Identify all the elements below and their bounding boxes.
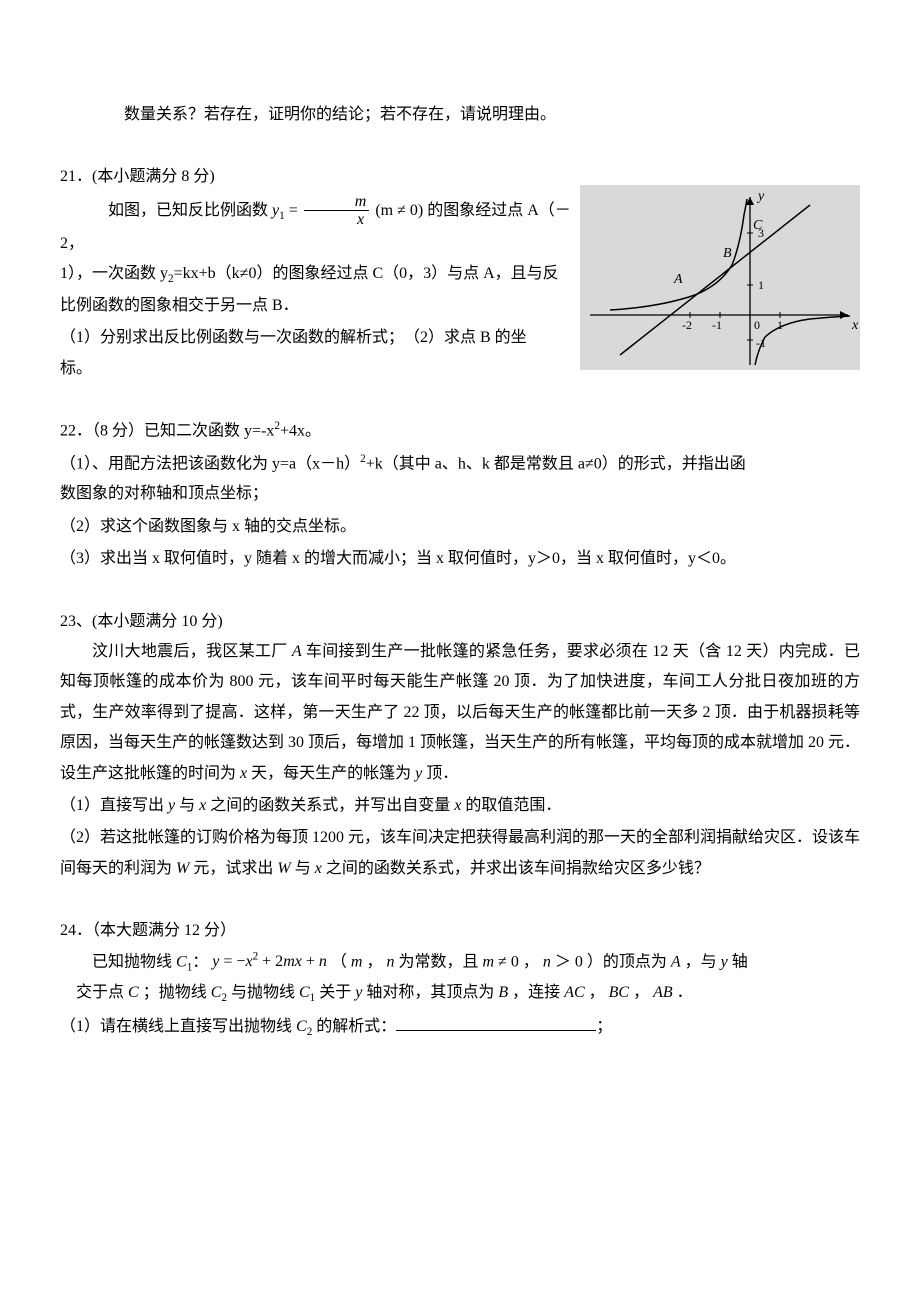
q20-text: 数量关系？若存在，证明你的结论；若不存在，请说明理由。 bbox=[60, 100, 860, 130]
q23-sub2: （2）若这批帐篷的订购价格为每顶 1200 元，该车间决定把获得最高利润的那一天… bbox=[60, 823, 860, 884]
q22-sub2: （2）求这个函数图象与 x 轴的交点坐标。 bbox=[60, 512, 860, 542]
q22-s1a: （1）、用配方法把该函数化为 y=a（x－h） bbox=[60, 455, 360, 472]
q24-sub1: （1）请在横线上直接写出抛物线 C2 的解析式：； bbox=[60, 1012, 860, 1043]
q20-continuation: 数量关系？若存在，证明你的结论；若不存在，请说明理由。 bbox=[60, 100, 860, 130]
q21-body: 如图，已知反比例函数 y1 = mx (m ≠ 0) 的图象经过点 A（－2， bbox=[60, 193, 590, 260]
q24-s1c: ； bbox=[596, 1018, 612, 1035]
coordinate-graph: x y 0 -2 -1 1 1 3 -1 A B C bbox=[580, 185, 860, 370]
y-axis-label: y bbox=[756, 189, 765, 204]
q22-sub3: （3）求出当 x 取何值时，y 随着 x 的增大而减小；当 x 取何值时，y＞0… bbox=[60, 544, 860, 574]
q21-text-a: 如图，已知反比例函数 bbox=[108, 202, 272, 219]
q22-sub1c: 数图象的对称轴和顶点坐标； bbox=[60, 479, 860, 509]
q21-line2: 1），一次函数 y2=kx+b（k≠0）的图象经过点 C（0，3）与点 A，且与… bbox=[60, 259, 590, 290]
q21-sub1: （1）分别求出反比例函数与一次函数的解析式； （2）求点 B 的坐 bbox=[60, 323, 590, 353]
q23: 23、(本小题满分 10 分) 汶川大地震后，我区某工厂 A 车间接到生产一批帐… bbox=[60, 607, 860, 885]
eq-sign: = bbox=[289, 202, 302, 219]
q22-s1b: +k（其中 a、h、k 都是常数且 a≠0）的形式，并指出函 bbox=[366, 455, 746, 472]
fraction-m-x: mx bbox=[304, 193, 370, 229]
ytick-1: 1 bbox=[758, 278, 764, 292]
q23-sub1: （1）直接写出 y 与 x 之间的函数关系式，并写出自变量 x 的取值范围． bbox=[60, 791, 860, 821]
neq-text: (m ≠ 0) bbox=[375, 202, 423, 219]
q21-line3: 比例函数的图象相交于另一点 B． bbox=[60, 291, 590, 321]
q23-p1: 汶川大地震后，我区某工厂 A 车间接到生产一批帐篷的紧急任务，要求必须在 12 … bbox=[60, 637, 860, 789]
frac-den: x bbox=[304, 211, 370, 229]
eq-sup: 2 bbox=[253, 951, 259, 963]
q22-h-b: +4x。 bbox=[280, 422, 321, 439]
point-A-label: A bbox=[673, 272, 683, 287]
q24-line1: 已知抛物线 C1： y = −x2 + 2mx + n （ m ， n 为常数，… bbox=[60, 947, 860, 979]
q21-l2b: =kx+b（k≠0）的图象经过点 C（0，3）与点 A，且与反 bbox=[174, 265, 559, 282]
q21-l2a: 1），一次函数 y bbox=[60, 265, 168, 282]
q24-s1a: （1）请在横线上直接写出抛物线 bbox=[60, 1018, 296, 1035]
q23-p1-text: 汶川大地震后，我区某工厂 A 车间接到生产一批帐篷的紧急任务，要求必须在 12 … bbox=[60, 643, 860, 782]
answer-blank[interactable] bbox=[396, 1015, 596, 1031]
ytick-minus1: -1 bbox=[756, 336, 766, 350]
c2-sub: 2 bbox=[221, 993, 227, 1005]
colon: ： bbox=[192, 953, 212, 970]
sub-1: 1 bbox=[279, 210, 285, 222]
q22-header: 22．（8 分）已知二次函数 y=-x2+4x。 bbox=[60, 416, 860, 447]
q24: 24．（本大题满分 12 分） 已知抛物线 C1： y = −x2 + 2mx … bbox=[60, 916, 860, 1043]
q24-line2: 交于点 C ；抛物线 C2 与抛物线 C1 关于 y 轴对称，其顶点为 B ，连… bbox=[60, 978, 860, 1009]
frac-num: m bbox=[304, 193, 370, 212]
tick-1: 1 bbox=[777, 318, 783, 332]
c2-var: C bbox=[211, 984, 222, 1001]
q21-sub1b: 标。 bbox=[60, 354, 590, 384]
eq-n: n bbox=[319, 953, 327, 970]
point-B-label: B bbox=[723, 246, 732, 261]
c1-sub2: 1 bbox=[310, 993, 316, 1005]
q22-h-a: 22．（8 分）已知二次函数 y=-x bbox=[60, 422, 274, 439]
c2-var2: C bbox=[296, 1018, 307, 1035]
tick-minus2: -2 bbox=[682, 318, 692, 332]
q24-l1a: 已知抛物线 bbox=[92, 953, 176, 970]
q23-header: 23、(本小题满分 10 分) bbox=[60, 607, 860, 637]
q24-s1b: 的解析式： bbox=[312, 1018, 396, 1035]
x-axis-label: x bbox=[851, 318, 859, 333]
eq-y: y bbox=[212, 953, 219, 970]
c1-var2: C bbox=[299, 984, 310, 1001]
q24-paren: （ m ， n 为常数，且 m ≠ 0 ， n ＞ 0 ）的顶点为 A ，与 y… bbox=[331, 953, 748, 970]
q22-sub1: （1）、用配方法把该函数化为 y=a（x－h）2+k（其中 a、h、k 都是常数… bbox=[60, 449, 860, 480]
q24-header: 24．（本大题满分 12 分） bbox=[60, 916, 860, 946]
point-C-label: C bbox=[753, 218, 763, 233]
eq-x: x bbox=[245, 953, 252, 970]
tick-minus1: -1 bbox=[712, 318, 722, 332]
origin-label: 0 bbox=[754, 318, 760, 332]
c1-var: C bbox=[176, 953, 187, 970]
q22: 22．（8 分）已知二次函数 y=-x2+4x。 （1）、用配方法把该函数化为 … bbox=[60, 416, 860, 575]
eq-m: mx bbox=[283, 953, 302, 970]
q21-header: 21．(本小题满分 8 分) bbox=[60, 162, 590, 192]
